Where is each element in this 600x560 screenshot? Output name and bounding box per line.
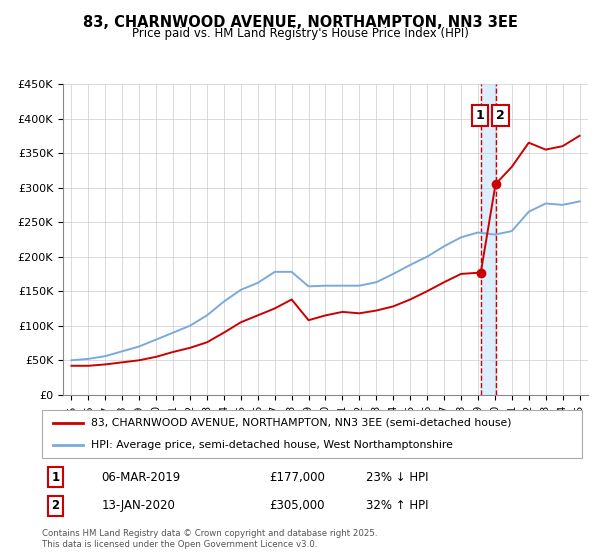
Text: 13-JAN-2020: 13-JAN-2020 (101, 500, 175, 512)
Bar (481, 84, 496, 395)
Text: 2: 2 (496, 109, 505, 122)
Text: HPI: Average price, semi-detached house, West Northamptonshire: HPI: Average price, semi-detached house,… (91, 440, 452, 450)
Text: 1: 1 (52, 470, 59, 483)
Text: 23% ↓ HPI: 23% ↓ HPI (366, 470, 428, 483)
Text: 2: 2 (52, 500, 59, 512)
Text: 83, CHARNWOOD AVENUE, NORTHAMPTON, NN3 3EE: 83, CHARNWOOD AVENUE, NORTHAMPTON, NN3 3… (83, 15, 517, 30)
Text: Contains HM Land Registry data © Crown copyright and database right 2025.
This d: Contains HM Land Registry data © Crown c… (42, 529, 377, 549)
Text: £305,000: £305,000 (269, 500, 325, 512)
Text: 06-MAR-2019: 06-MAR-2019 (101, 470, 181, 483)
Text: 1: 1 (476, 109, 484, 122)
Text: 32% ↑ HPI: 32% ↑ HPI (366, 500, 428, 512)
FancyBboxPatch shape (42, 410, 582, 458)
Text: Price paid vs. HM Land Registry's House Price Index (HPI): Price paid vs. HM Land Registry's House … (131, 27, 469, 40)
Text: £177,000: £177,000 (269, 470, 325, 483)
Text: 83, CHARNWOOD AVENUE, NORTHAMPTON, NN3 3EE (semi-detached house): 83, CHARNWOOD AVENUE, NORTHAMPTON, NN3 3… (91, 418, 511, 428)
